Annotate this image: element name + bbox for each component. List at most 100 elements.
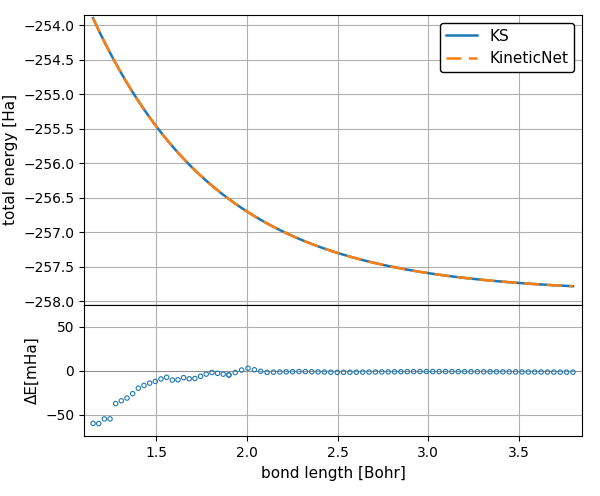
Point — [167, 376, 177, 384]
Point — [485, 368, 495, 376]
Point — [332, 369, 342, 376]
Point — [230, 369, 240, 376]
Point — [281, 368, 291, 376]
Point — [218, 370, 228, 378]
Point — [339, 369, 349, 376]
Point — [498, 368, 508, 376]
Point — [517, 368, 527, 376]
Point — [460, 368, 469, 375]
Point — [352, 368, 361, 376]
Y-axis label: total energy [Ha]: total energy [Ha] — [2, 94, 17, 225]
Point — [256, 368, 266, 375]
Point — [511, 368, 520, 376]
KS — [524, 281, 532, 287]
Point — [383, 368, 393, 376]
Point — [562, 368, 571, 376]
Point — [549, 368, 559, 376]
Point — [542, 368, 552, 376]
Point — [262, 369, 272, 376]
Y-axis label: ΔE[mHa]: ΔE[mHa] — [25, 337, 40, 404]
Point — [269, 368, 278, 376]
Point — [288, 368, 298, 375]
Point — [320, 368, 329, 376]
Line: KineticNet: KineticNet — [93, 18, 573, 286]
Point — [139, 381, 149, 389]
Point — [505, 368, 514, 376]
Point — [415, 368, 425, 375]
Point — [491, 368, 501, 376]
Point — [345, 368, 355, 376]
Point — [196, 372, 205, 380]
Point — [207, 369, 217, 376]
Point — [479, 368, 488, 376]
KineticNet — [524, 281, 532, 287]
Point — [568, 368, 578, 376]
Point — [524, 368, 533, 376]
Point — [111, 400, 121, 408]
Point — [179, 373, 188, 381]
Point — [162, 373, 172, 381]
Point — [128, 390, 137, 398]
Point — [371, 368, 380, 376]
Point — [428, 368, 437, 375]
Point — [275, 368, 284, 376]
KS — [89, 15, 97, 21]
KineticNet — [89, 15, 97, 21]
KineticNet — [374, 260, 381, 266]
Point — [466, 368, 476, 375]
Point — [556, 368, 565, 376]
Point — [145, 379, 154, 387]
Point — [390, 368, 400, 376]
Point — [243, 364, 253, 372]
Point — [441, 368, 451, 375]
Point — [396, 368, 406, 375]
KineticNet — [375, 261, 382, 267]
Point — [409, 368, 418, 375]
Point — [173, 376, 183, 384]
Point — [213, 370, 223, 377]
Point — [224, 371, 233, 379]
Point — [100, 415, 109, 423]
Point — [364, 368, 374, 376]
Point — [156, 375, 166, 383]
KineticNet — [91, 19, 98, 25]
Legend: KS, KineticNet: KS, KineticNet — [440, 22, 574, 72]
Point — [250, 366, 259, 373]
Point — [422, 368, 431, 375]
KS — [91, 19, 98, 25]
Point — [105, 415, 115, 423]
Point — [122, 394, 132, 402]
Point — [237, 366, 247, 374]
Point — [151, 377, 160, 385]
Point — [202, 370, 211, 378]
Point — [294, 368, 304, 375]
Point — [536, 368, 546, 376]
X-axis label: bond length [Bohr]: bond length [Bohr] — [260, 466, 406, 481]
KineticNet — [569, 283, 577, 289]
Point — [377, 368, 386, 376]
Point — [313, 368, 323, 376]
Point — [326, 368, 335, 376]
KS — [569, 283, 577, 289]
Point — [473, 368, 482, 375]
KS — [375, 261, 382, 267]
Point — [94, 420, 104, 428]
Point — [447, 368, 457, 375]
Line: KS: KS — [93, 18, 573, 286]
Point — [88, 419, 98, 427]
KS — [383, 263, 391, 269]
Point — [530, 368, 539, 376]
Point — [403, 368, 412, 375]
Point — [134, 384, 143, 392]
Point — [190, 374, 200, 382]
Point — [184, 375, 194, 383]
KineticNet — [494, 278, 501, 284]
Point — [224, 371, 233, 379]
Point — [116, 397, 126, 405]
KS — [494, 278, 501, 284]
KS — [374, 260, 381, 266]
Point — [301, 368, 310, 375]
Point — [307, 368, 317, 375]
Point — [358, 368, 367, 376]
Point — [434, 368, 444, 375]
